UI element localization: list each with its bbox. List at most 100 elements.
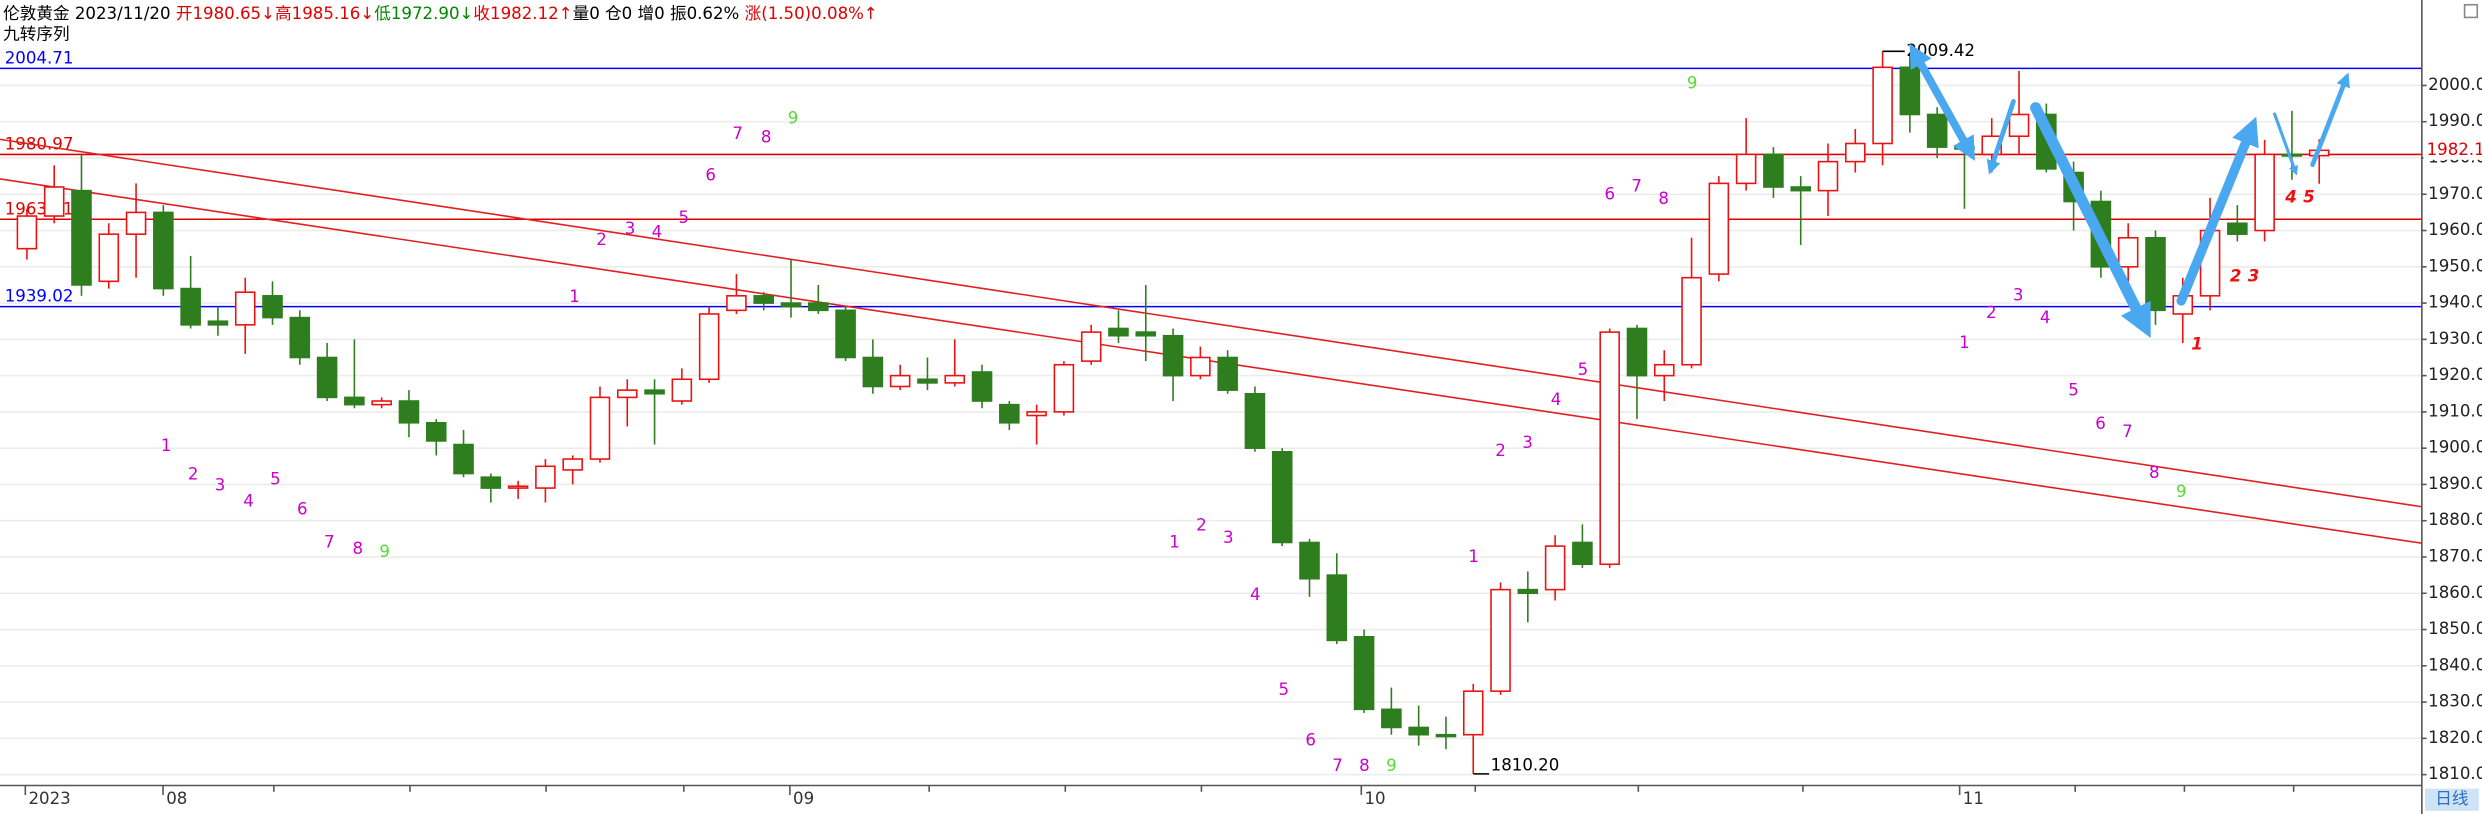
candle-body xyxy=(507,485,529,489)
y-tick-label: 1840.00 xyxy=(2428,655,2482,674)
nine-turn-count: 9 xyxy=(1386,756,1397,775)
candle-body xyxy=(1190,356,1211,377)
candle-body xyxy=(726,295,747,312)
candle-body xyxy=(16,215,38,250)
nine-turn-count: 2 xyxy=(1986,303,1997,322)
candle-body xyxy=(1817,160,1839,192)
level-label: 1939.02 xyxy=(5,287,74,306)
corner-box xyxy=(2463,3,2479,19)
candle-body xyxy=(1653,363,1675,377)
period-label: 日线 xyxy=(2435,789,2468,808)
candle-body xyxy=(316,356,338,399)
candle-body xyxy=(999,403,1020,424)
candle-body xyxy=(2281,153,2303,157)
y-tick-label: 1890.00 xyxy=(2428,474,2482,493)
candle-body xyxy=(425,421,447,442)
candle-body xyxy=(971,371,993,402)
arrow xyxy=(1986,98,2016,175)
candle-body xyxy=(1462,690,1484,736)
header-segment: 收1982.12↑ xyxy=(473,4,572,23)
nine-turn-count: 4 xyxy=(1551,390,1562,409)
candle-body xyxy=(207,320,229,326)
candle-body xyxy=(1381,708,1402,729)
nine-turn-count: 5 xyxy=(2068,381,2079,400)
x-tick-label: 10 xyxy=(1364,789,1385,808)
y-tick-label: 1920.00 xyxy=(2428,365,2482,384)
candle-body xyxy=(453,443,474,475)
x-tick-label: 08 xyxy=(166,789,187,808)
candle-body xyxy=(1735,153,1757,185)
trend-line xyxy=(0,178,2422,544)
low-annotation: 1810.20 xyxy=(1491,755,1560,774)
candle-body xyxy=(1435,733,1457,738)
candle-body xyxy=(1162,334,1184,377)
nine-turn-count: 8 xyxy=(1359,756,1370,775)
candle-body xyxy=(2227,222,2248,235)
candle-body xyxy=(480,476,502,489)
y-tick-label: 1870.00 xyxy=(2428,546,2482,565)
nine-turn-count: 5 xyxy=(1278,680,1289,699)
handwritten-marks: 1 23 45 xyxy=(2191,187,2314,353)
candle-body xyxy=(1135,331,1157,337)
nine-turn-count: 6 xyxy=(705,165,716,184)
nine-turn-count: 6 xyxy=(2095,414,2106,433)
candle-body xyxy=(862,356,884,388)
candle-body xyxy=(262,295,283,319)
candle-body xyxy=(1845,142,1866,163)
arrow xyxy=(2310,72,2350,168)
candle-body xyxy=(753,295,775,304)
candle-body xyxy=(808,302,829,312)
nine-turn-count: 1 xyxy=(1959,333,1970,352)
x-tick-label: 2023 xyxy=(28,789,70,808)
nine-turn-count: 3 xyxy=(625,219,636,238)
candle-body xyxy=(2008,113,2030,138)
nine-turn-count: 8 xyxy=(2149,463,2160,482)
header-line: 伦敦黄金 2023/11/20 开1980.65↓高1985.16↓低1972.… xyxy=(3,4,878,23)
y-tick-label: 1900.00 xyxy=(2428,438,2482,457)
nine-turn-count: 9 xyxy=(379,542,390,561)
candle-body xyxy=(289,316,311,359)
nine-turn-count: 3 xyxy=(2013,286,2024,305)
candle-body xyxy=(1899,66,1921,116)
candle-body xyxy=(1408,726,1429,736)
candle-body xyxy=(2254,153,2275,232)
candle-body xyxy=(1599,331,1620,566)
candle-body xyxy=(589,396,611,460)
y-tick-label: 1950.00 xyxy=(2428,256,2482,275)
nine-turn-count: 9 xyxy=(788,108,799,127)
nine-turn-count: 7 xyxy=(1631,176,1642,195)
candle-body xyxy=(1080,331,1102,362)
level-label: 1980.97 xyxy=(5,134,74,153)
candle-body xyxy=(1108,327,1129,337)
level-label: 2004.71 xyxy=(5,48,74,67)
nine-turn-count: 8 xyxy=(352,539,363,558)
candle-body xyxy=(1681,276,1702,366)
candle-body xyxy=(1353,635,1375,711)
candle-body xyxy=(671,378,693,402)
y-tick-label: 1940.00 xyxy=(2428,293,2482,312)
nine-turn-count: 5 xyxy=(679,208,690,227)
trend-line xyxy=(0,138,2422,508)
nine-turn-count: 2 xyxy=(188,465,199,484)
nine-turn-count: 4 xyxy=(243,492,254,511)
nine-turn-count: 4 xyxy=(1250,585,1261,604)
nine-turn-count: 3 xyxy=(1223,528,1234,547)
candle-body xyxy=(644,389,665,395)
y-tick-label: 1860.00 xyxy=(2428,583,2482,602)
y-tick-label: 2000.00 xyxy=(2428,75,2482,94)
header: 伦敦黄金 2023/11/20 开1980.65↓高1985.16↓低1972.… xyxy=(3,4,878,44)
candle-body xyxy=(1244,392,1266,449)
subtitle: 九转序列 xyxy=(3,24,69,43)
header-segment: 伦敦黄金 2023/11/20 xyxy=(3,4,176,23)
candle-body xyxy=(2145,237,2166,312)
y-tick-label: 1930.00 xyxy=(2428,329,2482,348)
handwritten-mark: 23 xyxy=(2230,267,2266,286)
candle-body xyxy=(153,211,174,290)
nine-turn-count: 5 xyxy=(1578,360,1589,379)
nine-turn-count: 4 xyxy=(2040,308,2051,327)
arrow xyxy=(2176,116,2259,306)
nine-turn-count: 1 xyxy=(161,436,172,455)
nine-turn-count: 2 xyxy=(1495,441,1506,460)
header-segment: 开1980.65↓ xyxy=(176,4,275,23)
y-tick-label: 1850.00 xyxy=(2428,619,2482,638)
